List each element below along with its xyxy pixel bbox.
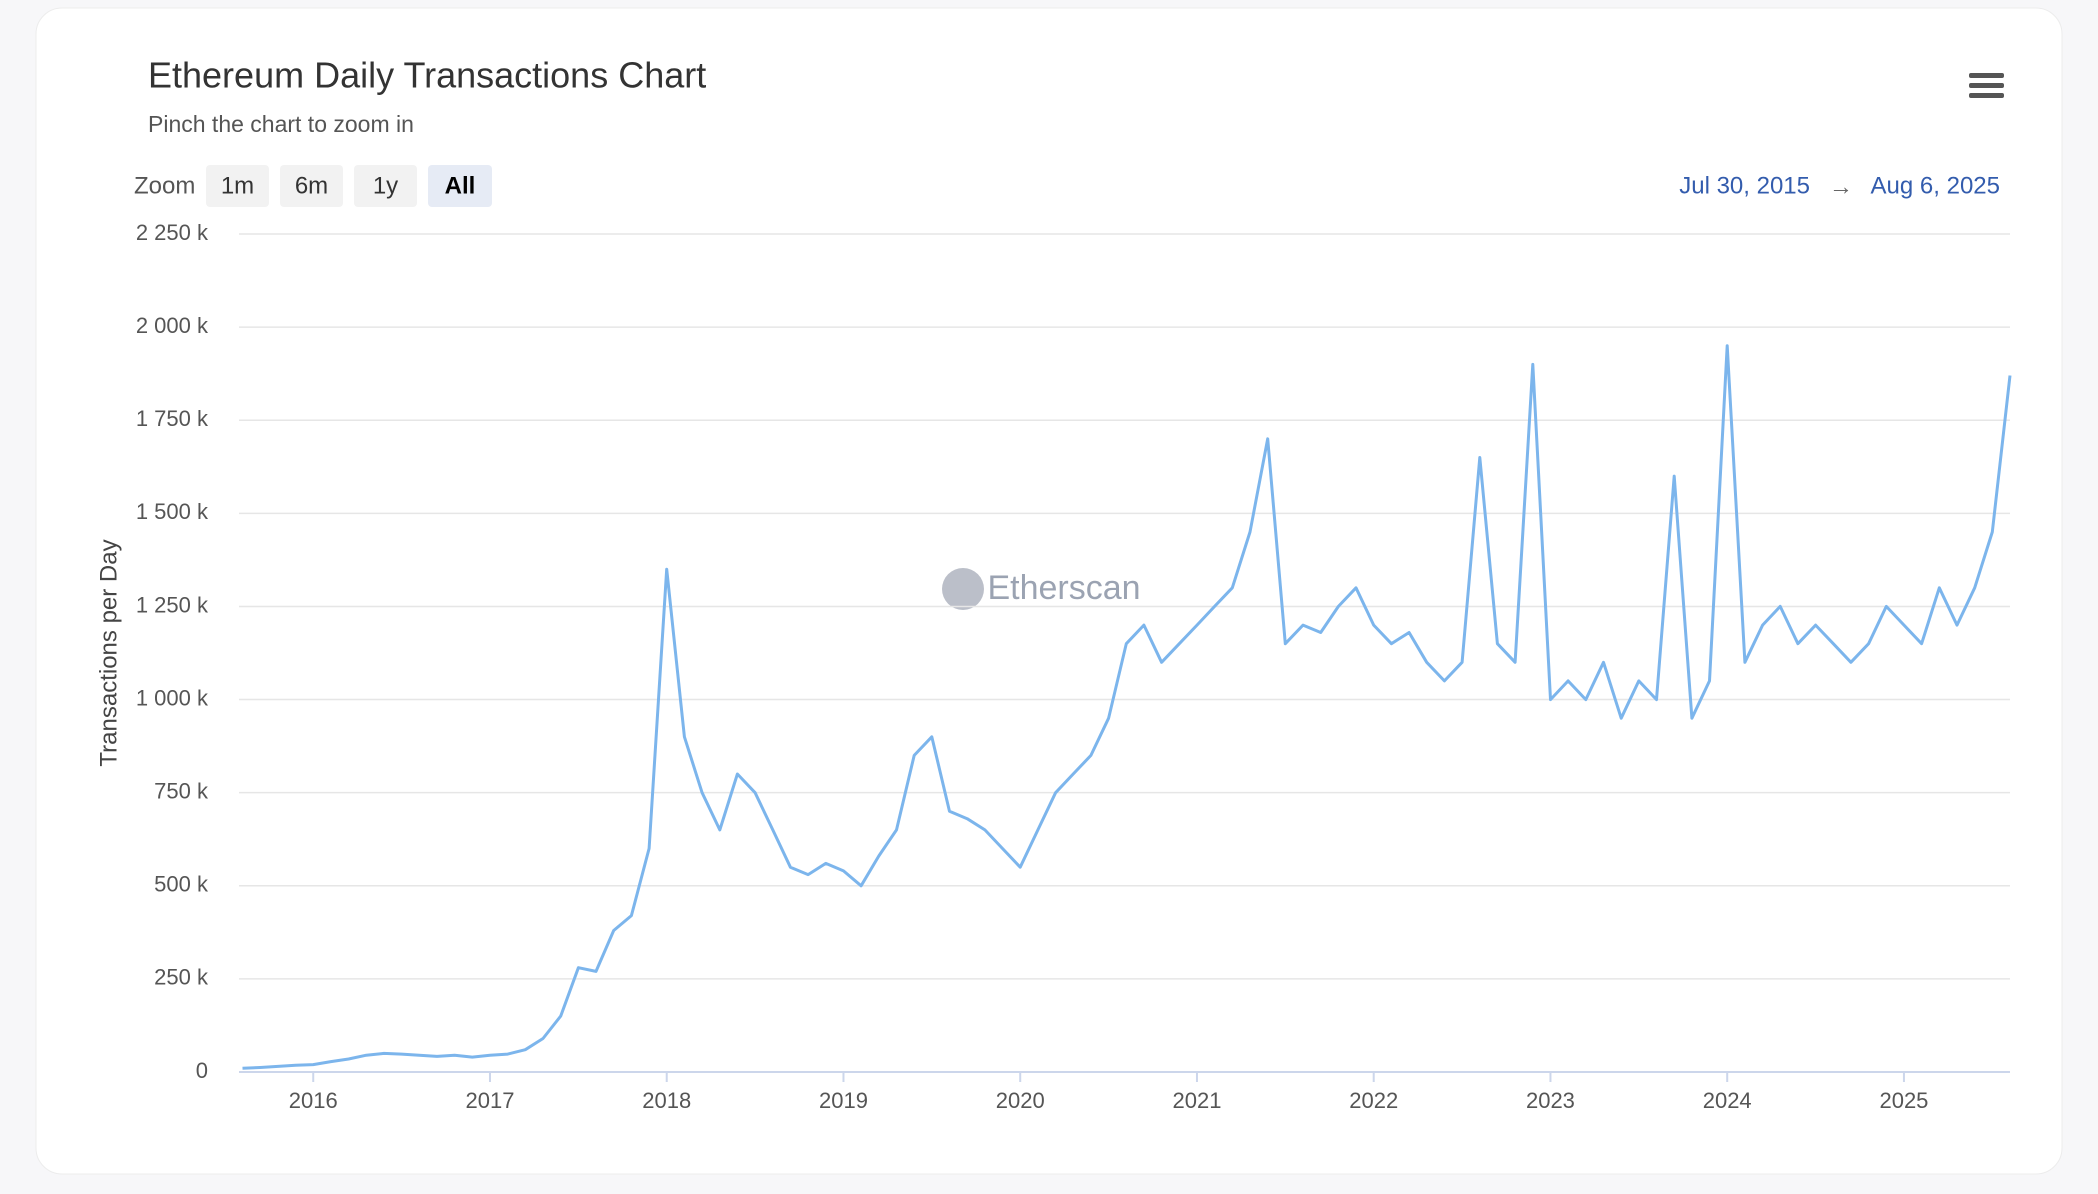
zoom-label: Zoom [134, 172, 195, 199]
zoom-button-label[interactable]: 6m [295, 172, 328, 199]
chart-subtitle: Pinch the chart to zoom in [148, 111, 414, 137]
x-tick-label: 2020 [996, 1088, 1045, 1113]
y-tick-label: 2 250 k [136, 220, 209, 245]
zoom-button-label[interactable]: All [445, 172, 476, 199]
y-tick-label: 1 500 k [136, 499, 209, 524]
chart-title: Ethereum Daily Transactions Chart [148, 55, 706, 96]
range-arrow: → [1829, 173, 1853, 200]
zoom-button[interactable] [280, 165, 343, 207]
y-tick-label: 0 [196, 1058, 208, 1083]
zoom-button[interactable] [428, 165, 492, 207]
x-tick-label: 2021 [1172, 1088, 1221, 1113]
card-background [35, 7, 2063, 1175]
y-tick-label: 750 k [154, 778, 209, 803]
x-tick-label: 2025 [1879, 1088, 1928, 1113]
menu-bar [1969, 93, 2004, 98]
menu-bar [1969, 73, 2004, 78]
range-start[interactable]: Jul 30, 2015 [1679, 172, 1810, 199]
x-tick-label: 2018 [642, 1088, 691, 1113]
watermark: Etherscan [987, 569, 1140, 607]
y-tick-label: 1 250 k [136, 592, 209, 617]
y-tick-label: 1 000 k [136, 685, 209, 710]
menu-button[interactable] [1969, 73, 2004, 98]
data-line [242, 344, 2012, 1070]
menu-bar [1969, 83, 2004, 88]
x-tick-label: 2016 [289, 1088, 338, 1113]
x-tick-label: 2022 [1349, 1088, 1398, 1113]
x-tick-label: 2019 [819, 1088, 868, 1113]
zoom-button-label[interactable]: 1y [373, 172, 398, 199]
y-axis-title: Transactions per Day [95, 539, 122, 766]
zoom-button[interactable] [206, 165, 269, 207]
range-end[interactable]: Aug 6, 2025 [1871, 172, 2000, 199]
watermark-logo [942, 568, 984, 610]
zoom-button[interactable] [354, 165, 417, 207]
y-tick-label: 1 750 k [136, 406, 209, 431]
x-tick-label: 2024 [1703, 1088, 1752, 1113]
zoom-button-label[interactable]: 1m [221, 172, 254, 199]
x-tick-label: 2017 [466, 1088, 515, 1113]
x-tick-label: 2023 [1526, 1088, 1575, 1113]
y-tick-label: 500 k [154, 872, 209, 897]
y-tick-label: 250 k [154, 965, 209, 990]
y-tick-label: 2 000 k [136, 313, 209, 338]
